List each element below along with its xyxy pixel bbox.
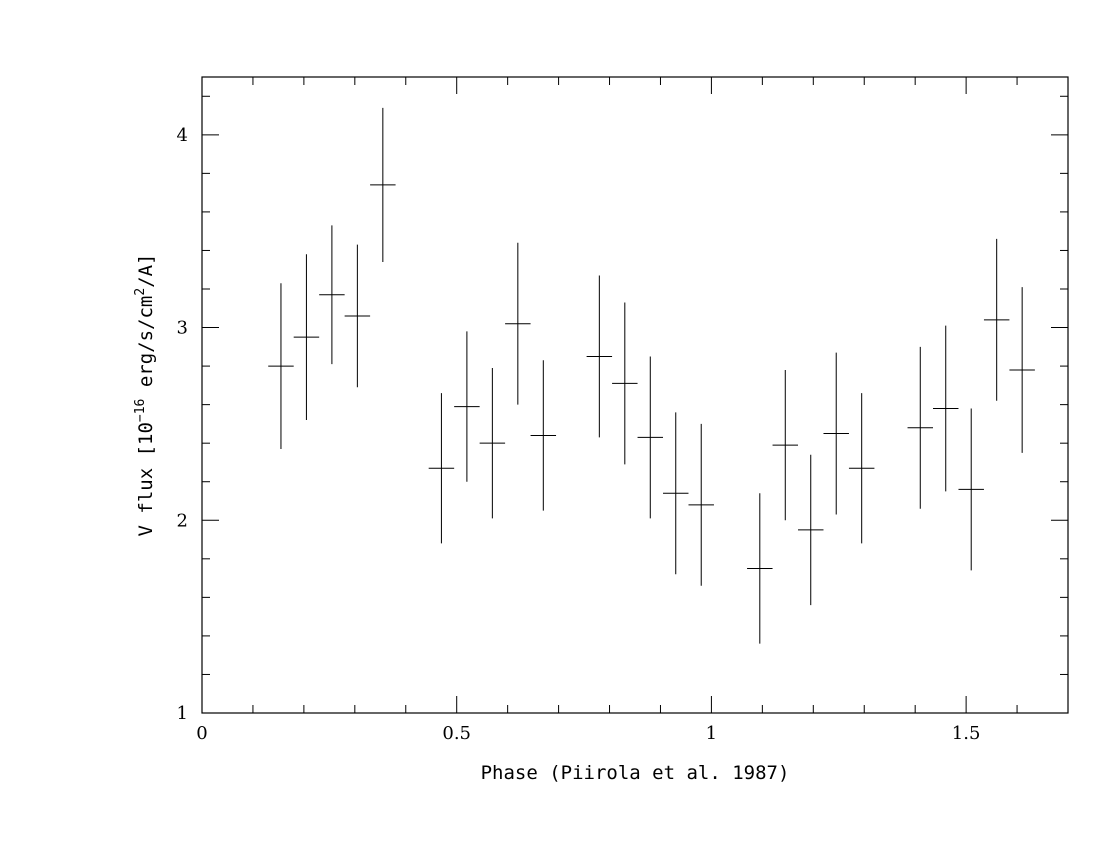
axis-ticks <box>201 77 1069 714</box>
data-point <box>798 454 824 606</box>
data-point <box>933 325 959 492</box>
y-tick-label: 4 <box>177 125 188 146</box>
data-point <box>454 331 480 482</box>
data-point <box>1009 287 1035 453</box>
data-point <box>612 302 638 465</box>
data-point <box>688 423 714 586</box>
data-point <box>479 368 506 519</box>
data-point <box>958 408 984 571</box>
data-point <box>637 356 664 519</box>
y-tick-label: 1 <box>177 703 188 724</box>
plot-frame <box>201 76 1069 714</box>
y-axis-title: V flux [10−16 erg/s/cm2/A] <box>133 254 157 537</box>
y-tick-label: 2 <box>177 510 188 531</box>
x-tick-label: 0.5 <box>442 723 471 744</box>
x-axis-title: Phase (Piirola et al. 1987) <box>481 762 790 784</box>
data-point <box>823 352 849 515</box>
data-point <box>293 254 320 421</box>
data-point <box>344 244 371 388</box>
data-point <box>505 242 531 405</box>
x-tick-label: 0 <box>196 723 207 744</box>
data-points <box>268 107 1035 644</box>
data-point <box>319 225 345 365</box>
data-point <box>772 369 799 521</box>
y-tick-label: 3 <box>177 318 188 339</box>
data-point <box>370 107 396 263</box>
data-point <box>428 393 455 544</box>
axis-tick-labels: 0 0.5 1 1.5 1 2 3 4 <box>177 125 981 744</box>
data-point <box>530 360 557 511</box>
x-tick-label: 1 <box>706 723 717 744</box>
data-point <box>907 346 934 509</box>
data-point <box>586 275 613 438</box>
data-point <box>268 283 294 449</box>
data-point <box>848 393 875 544</box>
data-point <box>747 493 773 644</box>
x-tick-label: 1.5 <box>952 723 981 744</box>
data-point <box>983 238 1010 401</box>
data-point <box>663 412 689 575</box>
